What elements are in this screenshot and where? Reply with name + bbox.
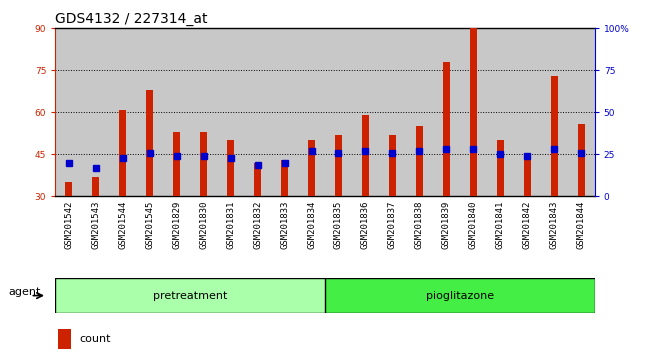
Bar — [416, 126, 422, 196]
Bar — [55, 28, 83, 196]
Bar — [200, 132, 207, 196]
Bar — [244, 28, 271, 196]
Text: GSM201839: GSM201839 — [442, 200, 451, 249]
Text: GSM201837: GSM201837 — [388, 200, 397, 249]
Bar — [55, 278, 325, 313]
Bar — [433, 28, 460, 196]
Bar — [325, 278, 595, 313]
Text: GDS4132 / 227314_at: GDS4132 / 227314_at — [55, 12, 208, 26]
Bar — [524, 157, 530, 196]
Bar — [541, 28, 568, 196]
Bar — [254, 163, 261, 196]
Bar — [146, 90, 153, 196]
Text: pretreatment: pretreatment — [153, 291, 228, 301]
Bar — [227, 141, 234, 196]
Text: GSM201543: GSM201543 — [91, 200, 100, 249]
Bar — [470, 28, 476, 196]
Bar — [362, 115, 369, 196]
Text: pioglitazone: pioglitazone — [426, 291, 494, 301]
Bar — [487, 28, 514, 196]
Bar — [136, 28, 163, 196]
Bar — [271, 28, 298, 196]
Text: agent: agent — [8, 287, 41, 297]
Text: GSM201545: GSM201545 — [145, 200, 154, 249]
Bar — [298, 28, 325, 196]
Bar — [578, 124, 584, 196]
Bar — [109, 28, 136, 196]
Bar — [443, 62, 450, 196]
Bar — [308, 141, 315, 196]
Text: GSM201840: GSM201840 — [469, 200, 478, 249]
Bar — [174, 132, 180, 196]
Text: GSM201842: GSM201842 — [523, 200, 532, 249]
Text: count: count — [79, 334, 111, 344]
Text: GSM201832: GSM201832 — [253, 200, 262, 249]
Text: GSM201833: GSM201833 — [280, 200, 289, 249]
Text: GSM201542: GSM201542 — [64, 200, 73, 249]
Bar — [514, 28, 541, 196]
Text: GSM201829: GSM201829 — [172, 200, 181, 249]
Bar — [66, 182, 72, 196]
Text: GSM201844: GSM201844 — [577, 200, 586, 249]
Text: GSM201843: GSM201843 — [550, 200, 559, 249]
Bar — [379, 28, 406, 196]
Text: GSM201841: GSM201841 — [496, 200, 505, 249]
Bar — [568, 28, 595, 196]
Bar — [460, 28, 487, 196]
Text: GSM201831: GSM201831 — [226, 200, 235, 249]
Bar — [163, 28, 190, 196]
Bar — [92, 177, 99, 196]
Bar — [82, 28, 109, 196]
Text: GSM201835: GSM201835 — [334, 200, 343, 249]
Bar — [120, 110, 126, 196]
Bar — [389, 135, 396, 196]
Bar — [190, 28, 217, 196]
Text: GSM201836: GSM201836 — [361, 200, 370, 249]
Text: GSM201838: GSM201838 — [415, 200, 424, 249]
Bar — [352, 28, 379, 196]
Bar — [497, 141, 504, 196]
Bar — [217, 28, 244, 196]
Bar — [58, 329, 72, 349]
Bar — [406, 28, 433, 196]
Text: GSM201544: GSM201544 — [118, 200, 127, 249]
Bar — [325, 28, 352, 196]
Text: GSM201830: GSM201830 — [199, 200, 208, 249]
Text: GSM201834: GSM201834 — [307, 200, 316, 249]
Bar — [335, 135, 342, 196]
Bar — [281, 160, 288, 196]
Bar — [551, 76, 558, 196]
